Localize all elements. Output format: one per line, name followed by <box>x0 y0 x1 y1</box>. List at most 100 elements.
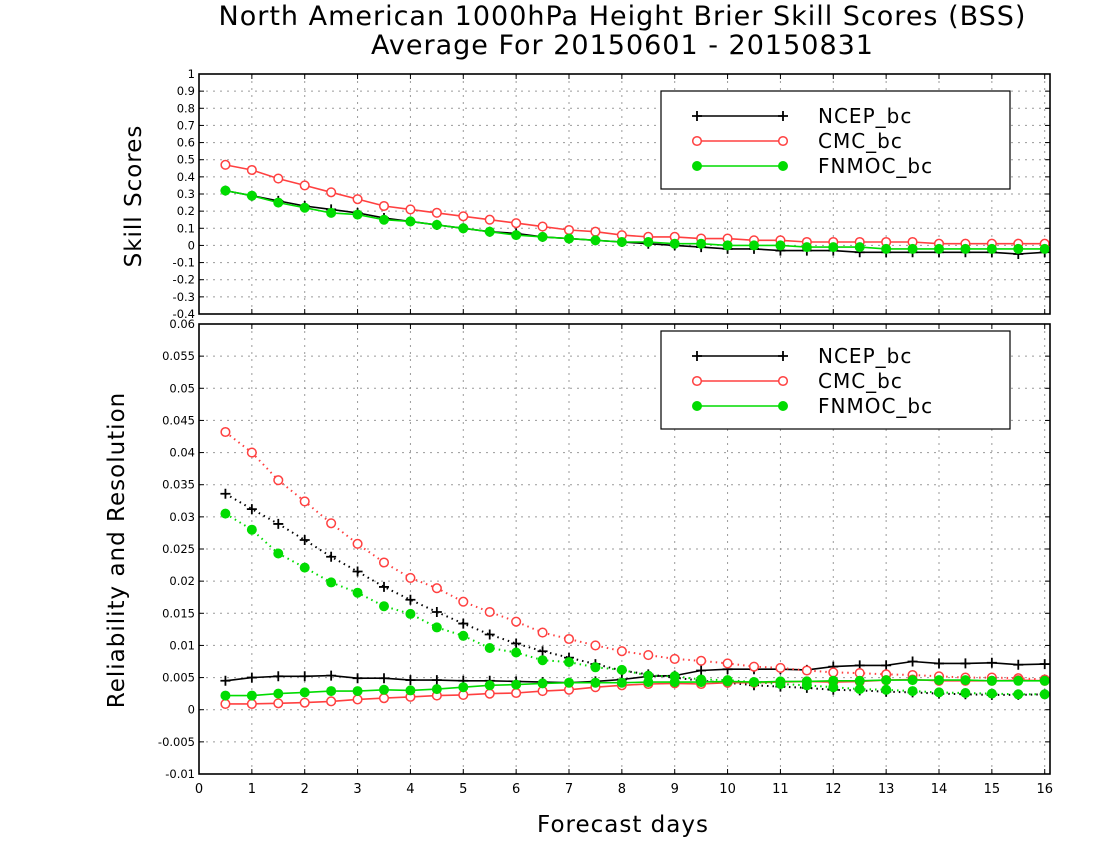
data-point-fnmoc-bc-resolution <box>511 679 522 690</box>
data-point-cmc-bc <box>405 204 416 215</box>
data-point-fnmoc-bc <box>1039 243 1050 254</box>
legend-box <box>660 330 1011 430</box>
plot-frame <box>198 323 1051 775</box>
series-line-ncep-bc-reliability <box>224 492 1045 696</box>
data-point-fnmoc-bc-resolution <box>564 677 574 688</box>
y-tick-label: -0.005 <box>158 735 195 749</box>
data-point-fnmoc-bc-resolution <box>960 675 971 686</box>
data-point-fnmoc-bc-reliability <box>458 630 469 641</box>
data-point-cmc-bc <box>563 224 575 236</box>
data-point-ncep-bc-resolution <box>299 671 310 682</box>
data-point-cmc-bc-reliability <box>246 447 257 458</box>
data-point-fnmoc-bc <box>246 190 257 201</box>
data-point-ncep-bc-resolution <box>907 656 918 667</box>
x-tick-label: 12 <box>825 782 842 797</box>
legend-marker-fnmoc-bc <box>778 401 788 411</box>
x-tick-label: 1 <box>248 782 256 797</box>
data-point-ncep-bc-resolution <box>1013 659 1024 670</box>
data-point-ncep-bc-reliability <box>458 618 469 629</box>
data-point-fnmoc-bc <box>379 214 389 225</box>
data-point-fnmoc-bc-resolution <box>722 676 733 687</box>
data-point-cmc-bc-resolution <box>378 693 390 704</box>
data-point-fnmoc-bc-resolution <box>431 684 442 695</box>
data-point-fnmoc-bc-reliability <box>379 601 389 612</box>
data-point-fnmoc-bc-reliability <box>854 684 865 695</box>
data-point-fnmoc-bc-resolution <box>696 677 707 688</box>
data-point-fnmoc-bc <box>986 243 997 254</box>
x-tick-label: 5 <box>459 782 467 797</box>
data-point-cmc-bc <box>590 226 601 237</box>
legend-marker-ncep-bc <box>778 111 788 121</box>
x-tick-label: 10 <box>719 782 736 797</box>
data-point-fnmoc-bc-reliability <box>431 622 442 633</box>
data-point-fnmoc-bc-resolution <box>749 677 759 688</box>
data-point-ncep-bc-resolution <box>220 675 231 686</box>
data-point-cmc-bc-reliability <box>669 653 680 664</box>
data-point-fnmoc-bc-resolution <box>326 686 337 697</box>
data-point-fnmoc-bc <box>458 223 469 234</box>
data-point-fnmoc-bc <box>934 243 944 254</box>
data-point-fnmoc-bc-reliability <box>511 647 522 658</box>
x-tick-label: 11 <box>772 782 789 797</box>
data-point-fnmoc-bc <box>775 240 786 251</box>
y-tick-label: 0.9 <box>177 84 195 98</box>
data-point-ncep-bc-reliability <box>273 518 284 529</box>
data-point-fnmoc-bc <box>828 242 839 253</box>
data-point-cmc-bc-reliability <box>458 596 469 607</box>
y-tick-label: 0 <box>188 703 195 717</box>
legend-marker-cmc-bc <box>777 375 789 387</box>
data-point-fnmoc-bc <box>590 235 601 246</box>
data-point-fnmoc-bc-reliability <box>986 688 997 699</box>
data-point-ncep-bc-reliability <box>431 607 442 617</box>
data-point-cmc-bc-resolution <box>246 698 257 709</box>
y-tick-label: 0.03 <box>169 510 195 524</box>
y-tick-label: -0.2 <box>173 273 195 287</box>
data-point-fnmoc-bc-resolution <box>854 675 865 686</box>
data-point-cmc-bc-reliability <box>431 583 442 594</box>
data-point-fnmoc-bc-reliability <box>564 657 574 668</box>
data-point-fnmoc-bc <box>299 202 310 213</box>
legend-marker-ncep-bc <box>692 351 702 361</box>
data-point-ncep-bc-resolution <box>986 657 997 668</box>
data-point-fnmoc-bc-reliability <box>246 524 257 535</box>
data-point-fnmoc-bc-resolution <box>801 676 812 687</box>
data-point-fnmoc-bc-resolution <box>643 677 654 688</box>
data-point-ncep-bc-reliability <box>511 638 522 649</box>
chart-title: North American 1000hPa Height Brier Skil… <box>218 1 1027 32</box>
data-point-fnmoc-bc-reliability <box>220 508 231 519</box>
data-point-fnmoc-bc-reliability <box>484 643 495 653</box>
data-point-cmc-bc-reliability <box>696 655 707 666</box>
series-layer <box>220 159 1050 259</box>
data-point-cmc-bc-resolution <box>511 687 522 699</box>
data-point-cmc-bc <box>378 200 390 212</box>
data-point-cmc-bc-reliability <box>643 650 654 661</box>
data-point-fnmoc-bc-resolution <box>590 677 601 688</box>
data-point-cmc-bc-reliability <box>273 475 284 486</box>
bottom-y-axis-title: Reliability and Resolution <box>104 392 130 708</box>
series-line-fnmoc-bc-reliability <box>224 512 1045 696</box>
data-point-fnmoc-bc-resolution <box>616 677 627 688</box>
series-line-ncep-bc <box>225 189 1045 255</box>
y-tick-label: 0.8 <box>177 101 195 115</box>
y-tick-label: -0.01 <box>165 767 195 781</box>
y-tick-label: 0.04 <box>169 446 195 460</box>
data-point-fnmoc-bc-reliability <box>934 687 944 698</box>
data-point-ncep-bc-resolution <box>352 673 363 684</box>
data-point-fnmoc-bc-resolution <box>775 676 786 687</box>
x-tick-label: 3 <box>353 782 361 797</box>
data-point-fnmoc-bc-reliability <box>881 684 892 695</box>
data-point-cmc-bc-reliability <box>563 633 575 645</box>
data-point-cmc-bc-reliability <box>220 426 231 438</box>
data-point-fnmoc-bc <box>511 230 522 241</box>
data-point-fnmoc-bc <box>960 243 971 254</box>
y-tick-label: 0.1 <box>177 221 195 235</box>
x-tick-label: 6 <box>512 782 520 797</box>
data-point-cmc-bc <box>511 218 522 229</box>
chart-title-block: North American 1000hPa Height Brier Skil… <box>0 2 1100 60</box>
data-point-fnmoc-bc <box>220 185 231 196</box>
data-point-fnmoc-bc-reliability <box>590 662 601 673</box>
y-tick-label: 0.045 <box>162 413 195 427</box>
data-point-cmc-bc <box>326 187 337 198</box>
